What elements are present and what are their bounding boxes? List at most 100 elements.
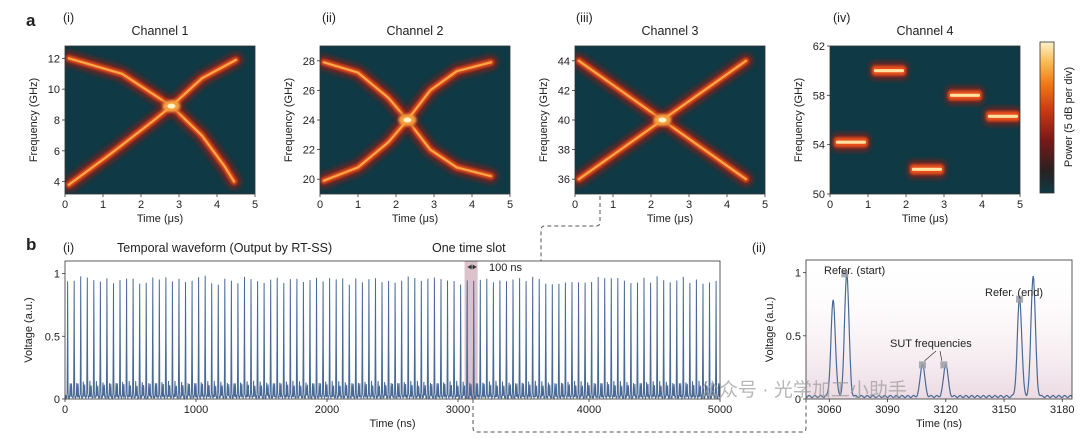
chirp-core-up-chirp xyxy=(67,58,238,186)
colorbar: Power (5 dB per div) xyxy=(1039,41,1075,194)
y-tick-label: 62 xyxy=(813,41,825,53)
y-tick-label: 12 xyxy=(48,53,60,65)
x-tick-label: 3180 xyxy=(1050,404,1074,416)
chart-title: Temporal waveform (Output by RT-SS) xyxy=(117,241,332,255)
tone-core xyxy=(835,140,866,144)
x-tick-label: 3 xyxy=(176,199,182,211)
y-tick-label: 36 xyxy=(558,174,570,186)
chart-title: Channel 1 xyxy=(132,24,189,38)
sut-pointer-2 xyxy=(939,350,943,361)
waveform-zoom: (ii) 3060 3090 3120 3150 3180 0 0.5 1 Time (ns) Vo… xyxy=(752,241,1075,430)
y-tick-label: 0 xyxy=(54,394,60,406)
y-tick-label: 6 xyxy=(54,146,60,158)
y-axis-label: Frequency (GHz) xyxy=(538,78,550,162)
x-tick-label: 1 xyxy=(355,199,361,211)
x-tick-label: 5 xyxy=(1017,199,1023,211)
y-tick-label: 24 xyxy=(303,115,315,127)
y-axis-label: Voltage (a.u.) xyxy=(764,297,776,362)
x-tick-label: 3150 xyxy=(992,404,1016,416)
y-tick-label: 20 xyxy=(303,174,315,186)
panel-numeral: (i) xyxy=(63,241,74,255)
x-axis-label: Time (ns) xyxy=(916,418,962,430)
x-tick-label: 0 xyxy=(827,199,833,211)
chart-title: Channel 2 xyxy=(387,24,444,38)
y-tick-label: 1 xyxy=(54,269,60,281)
reference-start-label: Refer. (start) xyxy=(824,265,885,277)
x-tick-label: 3090 xyxy=(875,404,899,416)
heatmap-plot-area xyxy=(831,61,1020,179)
x-tick-label: 4 xyxy=(724,199,730,211)
time-slot-label: One time slot xyxy=(432,241,506,255)
y-tick-label: 8 xyxy=(54,115,60,127)
x-tick-label: 1000 xyxy=(184,404,208,416)
x-tick-label: 5 xyxy=(507,199,513,211)
y-tick-label: 22 xyxy=(303,145,315,157)
y-tick-label: 44 xyxy=(558,56,570,68)
x-tick-label: 2 xyxy=(903,199,909,211)
y-tick-label: 54 xyxy=(813,140,825,152)
heatmap-plot-area xyxy=(65,51,243,192)
y-tick-label: 26 xyxy=(303,85,315,97)
sut-pointer-1 xyxy=(924,350,937,362)
x-tick-label: 2000 xyxy=(315,404,339,416)
panel-numeral: (iii) xyxy=(576,11,593,25)
chart-title: Channel 4 xyxy=(897,24,954,38)
y-tick-label: 38 xyxy=(558,145,570,157)
peak-marker xyxy=(1016,295,1024,303)
panel-numeral: (ii) xyxy=(752,241,766,255)
y-axis-label: Voltage (a.u.) xyxy=(23,297,35,362)
y-tick-label: 58 xyxy=(813,90,825,102)
crossing-core xyxy=(658,117,667,123)
tone-core xyxy=(987,114,1018,118)
colorbar-label: Power (5 dB per div) xyxy=(1063,67,1075,167)
x-tick-label: 0 xyxy=(317,199,323,211)
x-tick-label: 4 xyxy=(979,199,985,211)
x-axis-label: Time (μs) xyxy=(392,213,438,225)
x-tick-label: 2 xyxy=(393,199,399,211)
tone-core xyxy=(873,69,904,73)
x-tick-label: 3 xyxy=(686,199,692,211)
x-tick-label: 5 xyxy=(252,199,258,211)
panel-numeral: (i) xyxy=(63,11,74,25)
waveform-frame xyxy=(64,260,721,400)
arrowhead-right xyxy=(472,264,477,270)
x-tick-label: 0 xyxy=(62,404,68,416)
x-tick-label: 2 xyxy=(138,199,144,211)
panel-numeral: (iv) xyxy=(833,11,850,25)
y-tick-label: 50 xyxy=(813,189,825,201)
heatmap-channel-2: (ii) Channel 2 0 1 2 3 4 5 20 22 24 26 28 Time (μs) Fr… xyxy=(283,11,513,225)
y-tick-label: 28 xyxy=(303,56,315,68)
tone-core xyxy=(949,93,980,97)
panel-b-label: b xyxy=(26,235,36,254)
x-tick-label: 0 xyxy=(572,199,578,211)
peak-marker xyxy=(918,361,926,369)
x-tick-label: 3120 xyxy=(934,404,958,416)
peak-marker xyxy=(940,361,948,369)
x-axis-label: Time (ns) xyxy=(369,418,415,430)
x-tick-label: 4 xyxy=(214,199,220,211)
peak-marker xyxy=(841,270,849,278)
x-tick-label: 1 xyxy=(865,199,871,211)
heatmap-channel-4: (iv) Channel 4 0 1 2 3 4 5 50 54 58 62 Time (μs) Freq… xyxy=(793,11,1023,225)
x-tick-label: 5000 xyxy=(708,404,732,416)
y-axis-label: Frequency (GHz) xyxy=(28,78,40,162)
reference-end-label: Refer. (end) xyxy=(985,287,1043,299)
x-tick-label: 3 xyxy=(941,199,947,211)
arrowhead-left xyxy=(467,264,472,270)
heatmap-plot-area xyxy=(575,53,753,187)
waveform-main: (i) Temporal waveform (Output by RT-SS) 0 1… xyxy=(23,241,732,430)
heatmap-frame xyxy=(829,45,1021,195)
chart-title: Channel 3 xyxy=(642,24,699,38)
x-tick-label: 3 xyxy=(431,199,437,211)
heatmap-plot-area xyxy=(320,55,498,188)
y-tick-label: 4 xyxy=(54,177,60,189)
x-tick-label: 2 xyxy=(648,199,654,211)
y-tick-label: 0.5 xyxy=(45,331,60,343)
y-tick-label: 1 xyxy=(795,268,801,280)
crossing-core xyxy=(403,117,412,123)
slot-width-label: 100 ns xyxy=(489,262,523,274)
y-axis-label: Frequency (GHz) xyxy=(283,78,295,162)
x-axis-label: Time (μs) xyxy=(137,213,183,225)
